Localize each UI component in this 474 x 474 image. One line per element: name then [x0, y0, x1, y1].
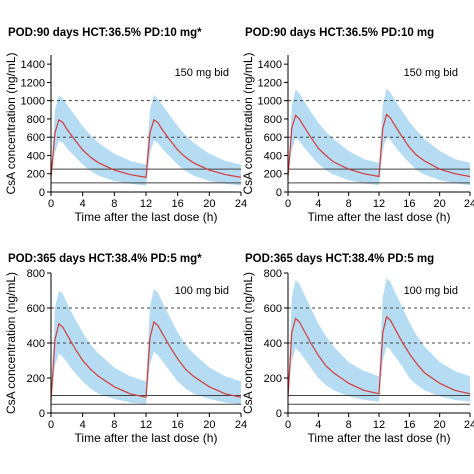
y-axis-label: CsA concentration (ng/mL)	[4, 272, 18, 414]
y-tick-label: 0	[39, 187, 45, 199]
dose-annotation: 150 mg bid	[175, 67, 229, 79]
y-tick-label: 1200	[258, 77, 282, 89]
chart-panel-2: POD:90 days HCT:36.5% PD:10 mg0200400600…	[241, 27, 474, 224]
y-tick-label: 200	[27, 169, 45, 181]
x-tick-label: 20	[434, 419, 446, 431]
chart-panel-3: POD:365 days HCT:38.4% PD:5 mg*020040060…	[4, 253, 247, 445]
x-tick-label: 12	[140, 198, 152, 210]
x-tick-label: 12	[140, 419, 152, 431]
x-tick-label: 16	[403, 419, 415, 431]
x-tick-label: 16	[403, 198, 415, 210]
y-tick-label: 1400	[21, 59, 45, 71]
y-tick-label: 1000	[21, 96, 45, 108]
x-tick-label: 24	[235, 198, 247, 210]
y-tick-label: 800	[264, 268, 282, 280]
y-tick-label: 0	[39, 408, 45, 420]
y-axis-label: CsA concentration (ng/mL)	[4, 52, 18, 194]
x-tick-label: 0	[285, 198, 291, 210]
x-tick-label: 16	[172, 419, 184, 431]
y-tick-label: 200	[27, 373, 45, 385]
y-tick-label: 600	[264, 132, 282, 144]
dose-annotation: 150 mg bid	[404, 67, 458, 79]
y-tick-label: 1000	[258, 96, 282, 108]
y-tick-label: 400	[264, 338, 282, 350]
chart-title: POD:365 days HCT:38.4% PD:5 mg	[245, 253, 434, 265]
chart-title: POD:90 days HCT:36.5% PD:10 mg	[245, 27, 434, 39]
x-tick-label: 4	[315, 419, 321, 431]
y-axis-label: CsA concentration (ng/mL)	[241, 272, 255, 414]
y-tick-label: 800	[27, 268, 45, 280]
x-axis-label: Time after the last dose (h)	[75, 431, 218, 445]
prediction-band	[288, 278, 470, 402]
x-tick-label: 20	[203, 198, 215, 210]
x-tick-label: 24	[235, 419, 247, 431]
y-tick-label: 1200	[21, 77, 45, 89]
x-tick-label: 4	[315, 198, 321, 210]
y-tick-label: 0	[276, 187, 282, 199]
x-tick-label: 20	[203, 419, 215, 431]
y-tick-label: 200	[264, 373, 282, 385]
y-tick-label: 600	[27, 132, 45, 144]
chart-title: POD:90 days HCT:36.5% PD:10 mg*	[8, 27, 202, 39]
x-tick-label: 24	[464, 419, 474, 431]
median-line	[50, 118, 242, 179]
y-tick-label: 600	[264, 303, 282, 315]
y-tick-label: 0	[276, 408, 282, 420]
dose-annotation: 100 mg bid	[404, 285, 458, 297]
median-line	[287, 113, 471, 178]
y-tick-label: 800	[264, 114, 282, 126]
y-tick-label: 200	[264, 169, 282, 181]
x-tick-label: 4	[80, 419, 86, 431]
x-tick-label: 20	[434, 198, 446, 210]
y-tick-label: 400	[27, 338, 45, 350]
x-axis-label: Time after the last dose (h)	[308, 210, 451, 224]
x-tick-label: 24	[464, 198, 474, 210]
x-tick-label: 16	[172, 198, 184, 210]
x-tick-label: 0	[48, 198, 54, 210]
x-axis-label: Time after the last dose (h)	[308, 431, 451, 445]
x-tick-label: 12	[373, 198, 385, 210]
median-line	[50, 320, 242, 401]
y-tick-label: 400	[27, 150, 45, 162]
x-tick-label: 4	[80, 198, 86, 210]
y-tick-label: 600	[27, 303, 45, 315]
x-tick-label: 0	[285, 419, 291, 431]
chart-title: POD:365 days HCT:38.4% PD:5 mg*	[8, 253, 202, 265]
x-tick-label: 12	[373, 419, 385, 431]
x-tick-label: 8	[111, 419, 117, 431]
x-tick-label: 8	[346, 198, 352, 210]
median-line	[287, 315, 471, 398]
chart-panel-1: POD:90 days HCT:36.5% PD:10 mg*020040060…	[4, 27, 247, 224]
y-tick-label: 1400	[258, 59, 282, 71]
y-axis-label: CsA concentration (ng/mL)	[241, 52, 255, 194]
y-tick-label: 400	[264, 150, 282, 162]
x-tick-label: 8	[346, 419, 352, 431]
chart-panel-4: POD:365 days HCT:38.4% PD:5 mg0200400600…	[241, 253, 474, 445]
dose-annotation: 100 mg bid	[175, 285, 229, 297]
x-tick-label: 8	[111, 198, 117, 210]
x-tick-label: 0	[48, 419, 54, 431]
y-tick-label: 800	[27, 114, 45, 126]
x-axis-label: Time after the last dose (h)	[75, 210, 218, 224]
prediction-band	[51, 288, 241, 405]
